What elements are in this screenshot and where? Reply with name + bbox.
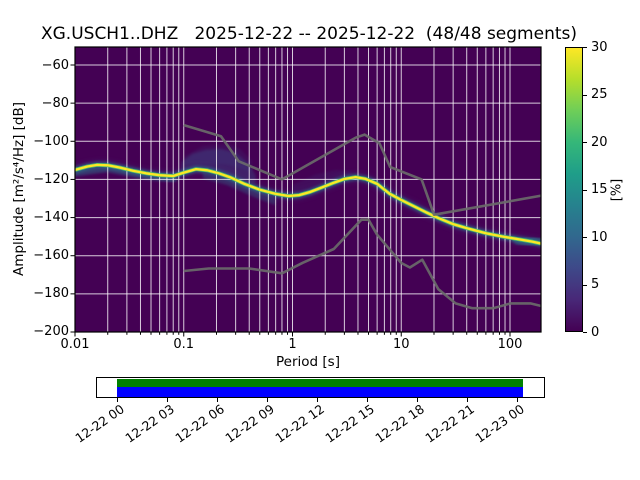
colorbar — [565, 47, 583, 332]
timeline-tick-mark — [367, 398, 368, 402]
y-tick-label: −60 — [41, 57, 69, 73]
y-tick-label: −140 — [33, 210, 69, 226]
x-tick-label: 1 — [288, 337, 297, 352]
timeline-tick-mark — [417, 398, 418, 402]
plot-border — [74, 46, 542, 333]
colorbar-tick-mark — [583, 284, 587, 286]
timeline-tick-mark — [117, 398, 118, 402]
colorbar-tick-label: 10 — [591, 229, 608, 245]
x-tick-label: 100 — [497, 337, 523, 352]
y-tick-label: −200 — [33, 324, 69, 340]
colorbar-tick-label: 30 — [591, 39, 608, 55]
peterson-noise-models — [183, 123, 541, 310]
timeline-tick-mark — [467, 398, 468, 402]
colorbar-tick-label: 25 — [591, 87, 608, 102]
colorbar-tick-label: 0 — [591, 324, 600, 340]
y-tick-label: −120 — [33, 171, 69, 187]
y-tick-label: −160 — [33, 248, 69, 264]
timeline-availability-bar — [117, 387, 523, 397]
y-tick-label: −80 — [41, 95, 69, 111]
timeline-processed-bar — [117, 379, 523, 387]
colorbar-tick-mark — [583, 189, 587, 191]
timeline-tick-mark — [167, 398, 168, 402]
colorbar-tick-label: 5 — [591, 277, 600, 292]
timeline-tick-mark — [267, 398, 268, 402]
noise-model-nlnm — [183, 218, 541, 310]
psd-distribution-core — [75, 163, 541, 246]
x-tick-label: 0.1 — [173, 337, 195, 352]
x-axis-label: Period [s] — [276, 354, 340, 370]
axis-tick-marks — [70, 64, 511, 337]
timeline-tick-mark — [217, 398, 218, 402]
plot-title: XG.USCH1..DHZ 2025-12-22 -- 2025-12-22 (… — [40, 24, 578, 44]
spread-below-band — [202, 171, 276, 206]
colorbar-tick-mark — [583, 47, 587, 48]
timeline-tick-mark — [317, 398, 318, 402]
x-tick-label: 0.01 — [60, 337, 90, 352]
x-tick-label: 10 — [392, 337, 410, 352]
spread-midband-faint — [292, 169, 352, 193]
colorbar-tick-mark — [583, 94, 587, 96]
colorbar-tick-mark — [583, 142, 587, 143]
colorbar-label: [%] — [609, 178, 625, 202]
y-tick-label: −100 — [33, 133, 69, 149]
noise-model-nhnm — [183, 123, 541, 216]
colorbar-tick-label: 20 — [591, 134, 608, 150]
colorbar-tick-label: 15 — [591, 182, 608, 197]
timeline-coverage-box — [96, 377, 545, 398]
spread-above-faint — [183, 144, 252, 172]
colorbar-tick-mark — [583, 332, 587, 333]
colorbar-tick-mark — [583, 237, 587, 238]
y-tick-label: −180 — [33, 286, 69, 302]
timeline-tick-mark — [517, 398, 518, 402]
